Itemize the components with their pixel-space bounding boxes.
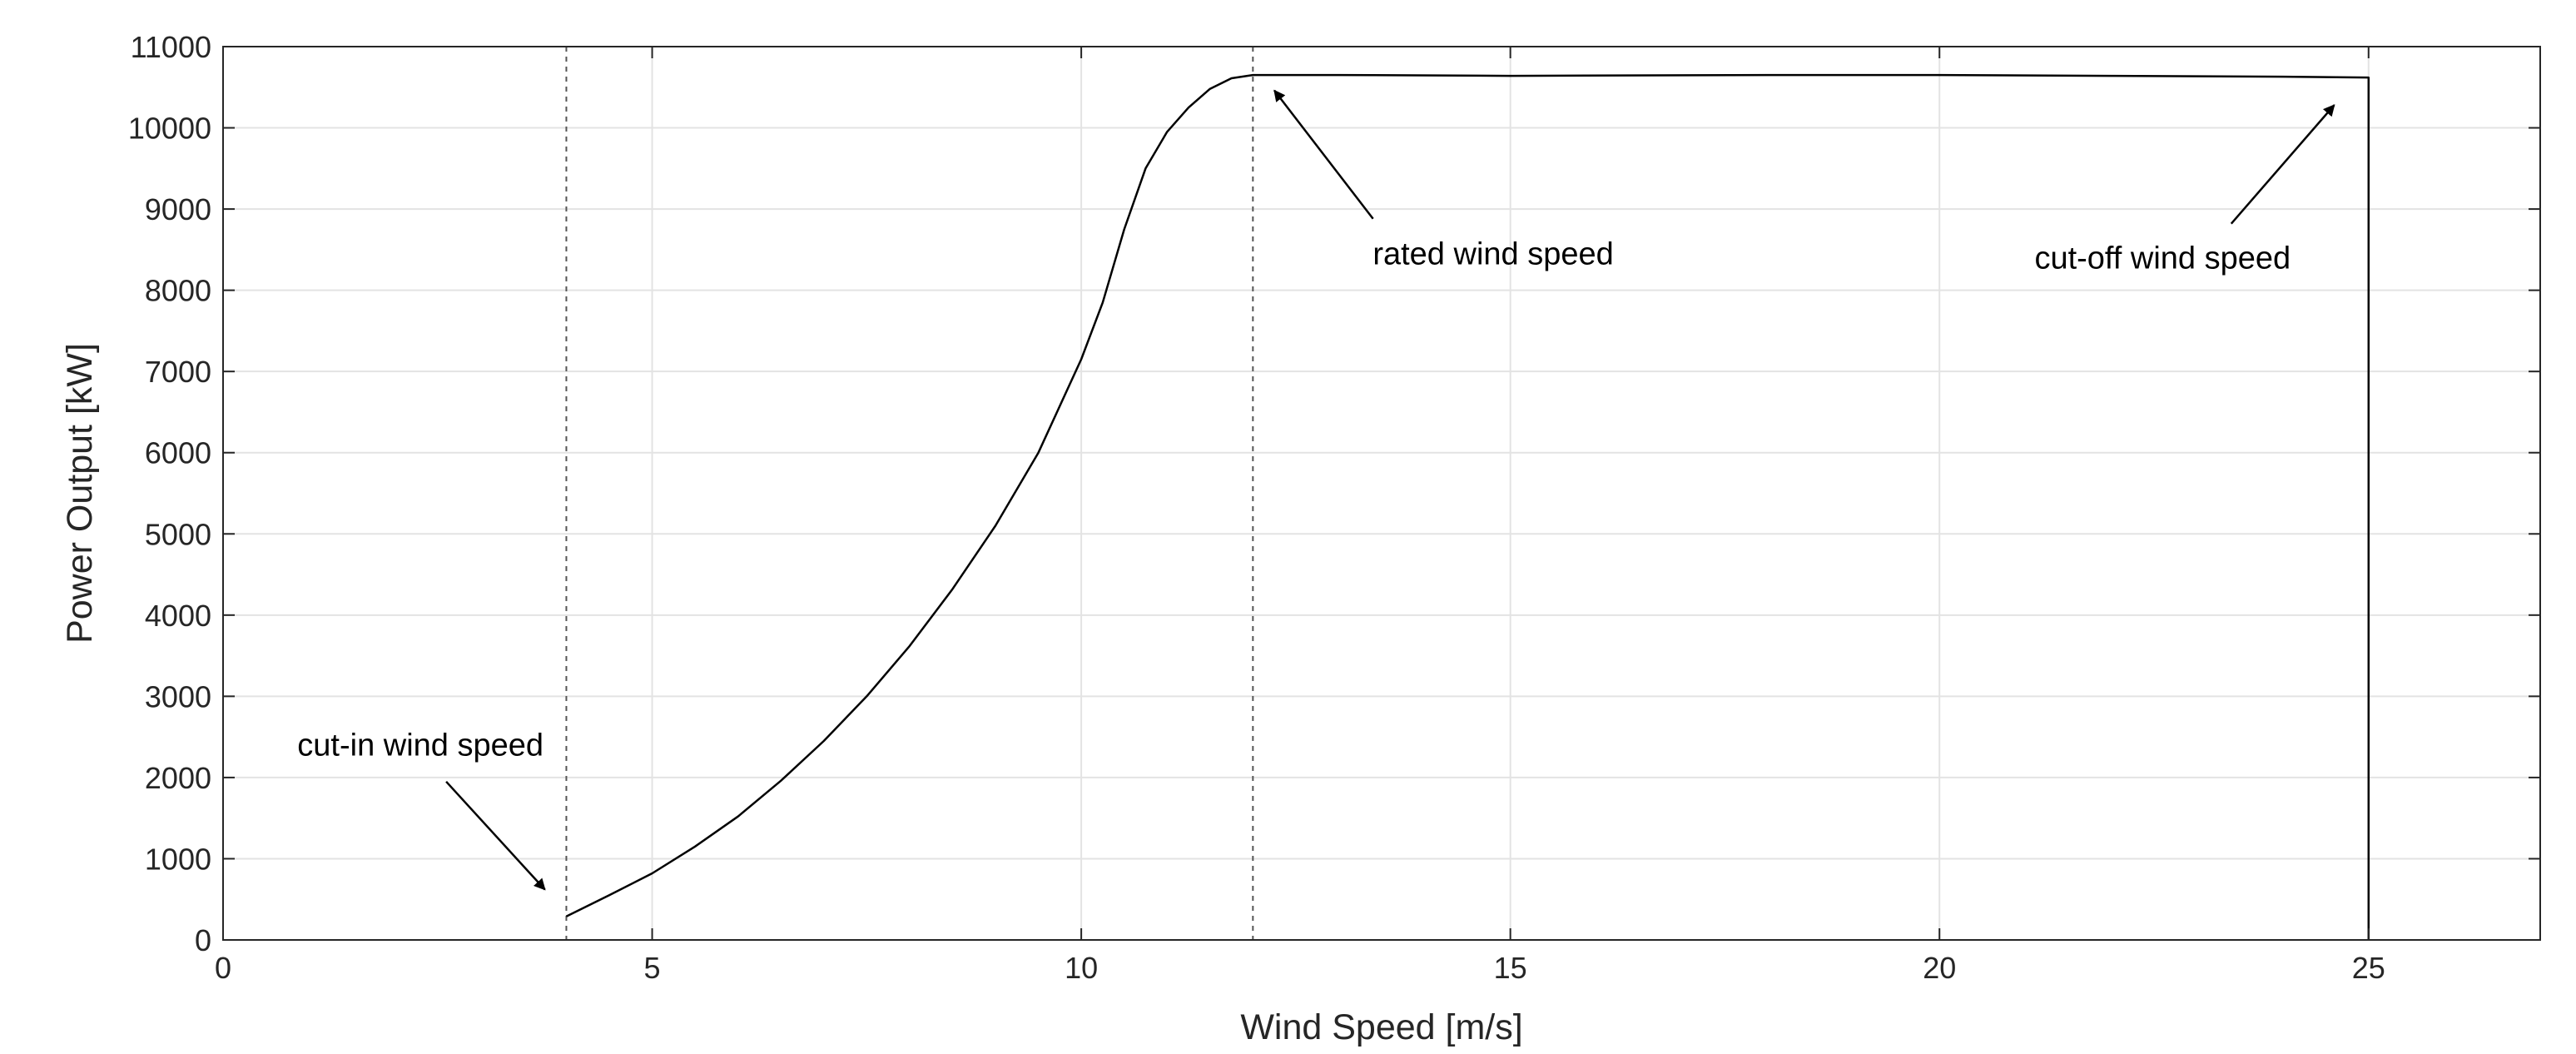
- annotation-arrow: [445, 780, 546, 891]
- x-axis-title: Wind Speed [m/s]: [1240, 1007, 1522, 1047]
- y-tick-label: 3000: [145, 679, 211, 713]
- annotation-label: rated wind speed: [1372, 236, 1613, 271]
- y-tick-label: 4000: [145, 599, 211, 633]
- y-tick-label: 10000: [128, 112, 211, 146]
- x-tick-label: 15: [1494, 951, 1527, 985]
- y-tick-label: 5000: [145, 517, 211, 551]
- ticks: 0 5 10 15 20 25 0 1000 2000 3000 4000 5000 6000 7000 8…: [128, 30, 2540, 985]
- y-tick-label: 1000: [145, 842, 211, 876]
- y-tick-label: 6000: [145, 436, 211, 470]
- annotation-arrow: [1273, 89, 1374, 220]
- x-tick-label: 0: [215, 951, 231, 985]
- y-axis-title: Power Output [kW]: [60, 343, 100, 644]
- grid: [222, 46, 2540, 941]
- x-tick-label: 20: [1923, 951, 1956, 985]
- x-tick-label: 25: [2352, 951, 2385, 985]
- reference-lines: [565, 47, 1254, 940]
- y-tick-label: 2000: [145, 761, 211, 795]
- series-layer: [565, 73, 2370, 940]
- y-tick-label: 9000: [145, 192, 211, 226]
- x-tick-label: 10: [1065, 951, 1098, 985]
- annotations: cut-in wind speed rated wind speed cut-off…: [297, 89, 2335, 891]
- annotation-label: cut-in wind speed: [297, 728, 543, 763]
- y-tick-label: 7000: [145, 355, 211, 389]
- x-tick-label: 5: [644, 951, 661, 985]
- annotation-label: cut-off wind speed: [2034, 241, 2291, 276]
- y-tick-label: 0: [195, 923, 211, 957]
- y-tick-label: 8000: [145, 274, 211, 308]
- plot-frame: [222, 46, 2541, 941]
- y-tick-label: 11000: [131, 30, 211, 64]
- annotation-arrow: [2230, 104, 2335, 225]
- power-curve-line: [565, 73, 2370, 940]
